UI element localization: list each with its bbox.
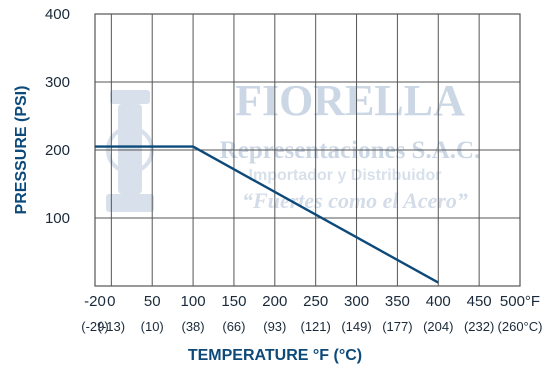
- x-tick-labels-celsius: (-29)(-13) (10) (38) (66) (93) (121) (149) (177…: [81, 319, 542, 334]
- y-axis-title: PRESSURE (PSI): [13, 86, 30, 215]
- x-tick-label-celsius: (121): [300, 319, 330, 334]
- x-tick-label: 50: [144, 293, 161, 310]
- watermark: FIORELLA Representaciones S.A.C. Importa…: [106, 76, 480, 213]
- x-tick-label: -20: [84, 293, 106, 310]
- x-tick-label-celsius: (204): [423, 319, 453, 334]
- x-tick-label-celsius: (38): [182, 319, 205, 334]
- pressure-rating-line: [95, 145, 439, 284]
- x-tick-labels: -20 0 50 100 150 200 250 300 350 400 450 500°F: [84, 293, 540, 310]
- x-tick-label: 100: [181, 293, 206, 310]
- y-tick-label: 100: [45, 210, 70, 227]
- x-tick-label-celsius: (-29): [81, 319, 108, 334]
- x-tick-label-celsius: (177): [382, 319, 412, 334]
- x-tick-label: 300: [344, 293, 369, 310]
- x-tick-label: 150: [221, 293, 246, 310]
- x-tick-label: 0: [107, 293, 115, 310]
- x-tick-label: 250: [303, 293, 328, 310]
- x-tick-label: 450: [467, 293, 492, 310]
- plot-border: [94, 13, 521, 287]
- x-tick-label-celsius: (66): [222, 319, 245, 334]
- watermark-slogan: “Fuertes como el Acero”: [242, 188, 468, 213]
- x-tick-label: 500°F: [500, 293, 540, 310]
- y-tick-label: 400: [45, 6, 70, 23]
- x-tick-label-celsius: (260°C): [498, 319, 543, 334]
- y-tick-labels: 100 200 300 400: [45, 6, 70, 227]
- y-tick-label: 300: [45, 74, 70, 91]
- x-tick-label-celsius: (93): [263, 319, 286, 334]
- x-tick-label: 350: [385, 293, 410, 310]
- plot-frame: [94, 13, 521, 287]
- grid: [95, 13, 520, 286]
- x-tick-label-celsius: (-13): [98, 319, 125, 334]
- x-tick-label-celsius: (149): [341, 319, 371, 334]
- watermark-line3: Importador y Distribuidor: [249, 167, 442, 184]
- x-axis-title: TEMPERATURE °F (°C): [188, 347, 362, 364]
- x-tick-label-celsius: (232): [464, 319, 494, 334]
- x-tick-label: 200: [262, 293, 287, 310]
- watermark-title: FIORELLA: [235, 76, 465, 125]
- x-tick-label-celsius: (10): [141, 319, 164, 334]
- y-tick-label: 200: [45, 142, 70, 159]
- watermark-emblem: [106, 90, 154, 212]
- series-group: [95, 145, 439, 284]
- x-tick-label: 400: [426, 293, 451, 310]
